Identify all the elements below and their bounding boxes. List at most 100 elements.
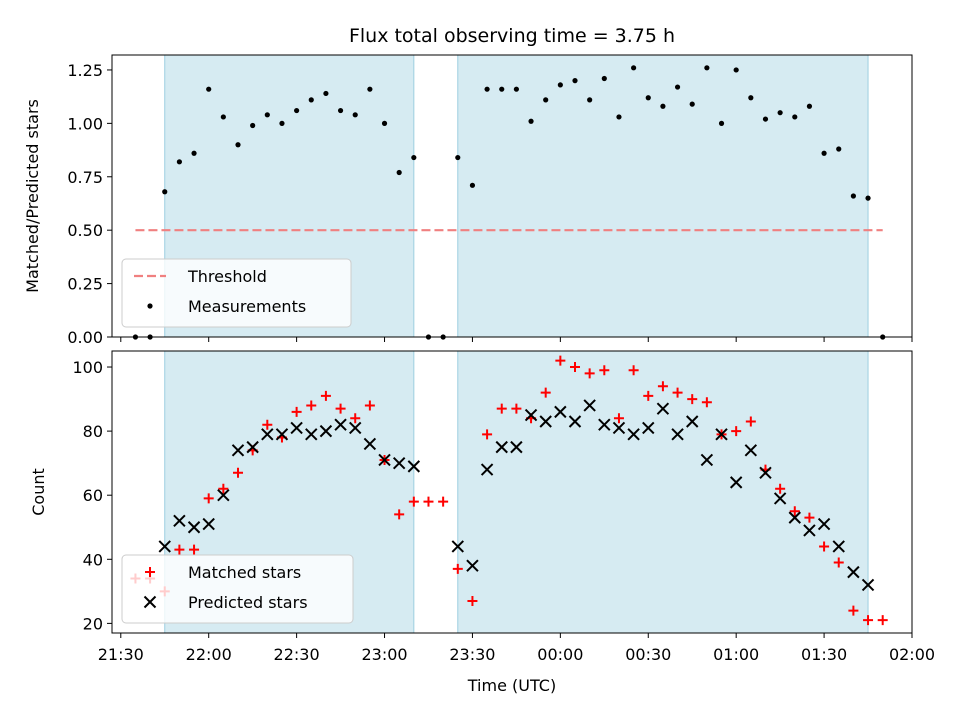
y-tick-label: 80: [83, 422, 103, 441]
matched-star-marker: [467, 595, 478, 606]
predicted-star-marker: [729, 476, 743, 489]
predicted-star-marker: [700, 453, 714, 467]
x-tick-label: 00:30: [625, 645, 671, 664]
predicted-star-marker: [715, 428, 728, 441]
predicted-star-marker: [319, 424, 333, 438]
measurement-point: [850, 193, 856, 199]
predicted-star-marker: [173, 514, 186, 528]
measurement-point: [587, 97, 593, 103]
top-axes-frame: [111, 54, 913, 338]
matched-star-marker: [745, 416, 756, 427]
predicted-star-marker: [451, 540, 464, 553]
matched-star-marker: [877, 615, 888, 626]
measurement-point: [396, 169, 402, 176]
matched-star-marker: [555, 355, 566, 366]
matched-star-marker: [775, 483, 786, 494]
matched-star-marker: [496, 403, 507, 414]
matched-star-marker: [540, 387, 551, 398]
matched-star-marker: [189, 544, 200, 555]
matched-star-marker: [863, 615, 874, 626]
x-tick-label: 21:30: [98, 645, 144, 664]
measurement-point: [513, 86, 519, 92]
matched-star-marker: [643, 390, 654, 401]
predicted-star-marker: [466, 559, 479, 572]
measurement-point: [718, 120, 725, 126]
predicted-star-marker: [656, 402, 670, 415]
matched-star-marker: [145, 567, 155, 577]
predicted-star-marker: [392, 456, 406, 470]
predicted-star-marker: [261, 428, 274, 441]
bottom-y-axis-label: Count: [29, 468, 48, 516]
measurement-point: [455, 154, 461, 161]
legend-box: [121, 258, 352, 328]
matched-star-marker: [789, 506, 800, 517]
matched-star-marker: [233, 467, 244, 478]
measurement-point: [865, 195, 871, 201]
measurement-point: [235, 142, 241, 148]
matched-star-marker: [570, 362, 581, 373]
top-x-ticks: [120, 337, 913, 342]
y-tick-label: 20: [83, 614, 103, 633]
matched-star-marker: [848, 605, 859, 616]
matched-star-marker: [804, 512, 815, 523]
matched-star-marker: [218, 483, 229, 494]
x-tick-label: 23:30: [449, 645, 495, 664]
matched-star-marker: [657, 381, 668, 392]
measurement-point: [469, 182, 476, 188]
bottom-observing-windows: [164, 350, 869, 634]
top-legend: Threshold Measurements: [121, 258, 352, 328]
measurement-point: [792, 114, 798, 120]
matched-star-marker: [335, 403, 346, 414]
predicted-star-marker: [143, 595, 157, 609]
measurement-points: [132, 65, 886, 340]
matched-star-marker: [833, 557, 844, 568]
predicted-star-marker: [612, 421, 626, 435]
measurement-point: [308, 97, 314, 103]
x-tick-label: 22:30: [274, 645, 320, 664]
measurement-point: [528, 118, 534, 124]
measurement-point: [220, 114, 226, 120]
predicted-star-marker: [187, 521, 201, 534]
legend-label: Predicted stars: [188, 593, 308, 612]
observing-window: [457, 54, 869, 338]
predicted-star-marker: [847, 565, 860, 579]
predicted-star-marker: [686, 415, 699, 428]
observing-window: [457, 350, 869, 634]
y-tick-label: 100: [72, 358, 103, 377]
measurement-point: [704, 65, 710, 71]
legend-label: Measurements: [188, 297, 306, 316]
measurement-point: [191, 150, 197, 156]
measurement-point: [323, 90, 329, 97]
predicted-star-marker: [275, 428, 289, 441]
y-tick-label: 0.00: [67, 328, 103, 347]
measurement-point: [411, 154, 417, 161]
x-axis-label: Time (UTC): [467, 676, 556, 695]
measurement-point: [601, 75, 607, 82]
measurement-point: [689, 101, 695, 107]
predicted-star-marker: [363, 437, 377, 451]
matched-star-marker: [320, 390, 331, 401]
measurement-point: [294, 107, 300, 114]
y-tick-label: 1.00: [67, 114, 103, 133]
predicted-stars-points: [158, 399, 875, 592]
count-panel: 20 40 60 80 100 21:30 22:00 22:30 23:00 23:30 00:…: [29, 350, 935, 695]
y-tick-label: 0.25: [67, 275, 103, 294]
predicted-star-marker: [627, 428, 640, 441]
predicted-star-marker: [803, 524, 816, 537]
y-tick-label: 1.25: [67, 61, 103, 80]
matched-star-marker: [364, 400, 375, 411]
matched-star-marker: [438, 496, 449, 507]
predicted-star-marker: [642, 421, 655, 435]
predicted-star-marker: [217, 488, 230, 502]
measurement-point: [748, 95, 754, 101]
matched-star-marker: [306, 400, 317, 411]
matched-star-marker: [423, 496, 434, 507]
matched-star-marker: [511, 403, 522, 414]
predicted-star-marker: [305, 428, 318, 441]
bottom-x-ticks: 21:30 22:00 22:30 23:00 23:30 00:00 00:30 01:00…: [98, 633, 935, 664]
predicted-star-marker: [861, 578, 875, 592]
matched-star-marker: [291, 406, 302, 417]
measurement-point: [645, 95, 651, 101]
legend-measurement-swatch: [147, 303, 153, 309]
